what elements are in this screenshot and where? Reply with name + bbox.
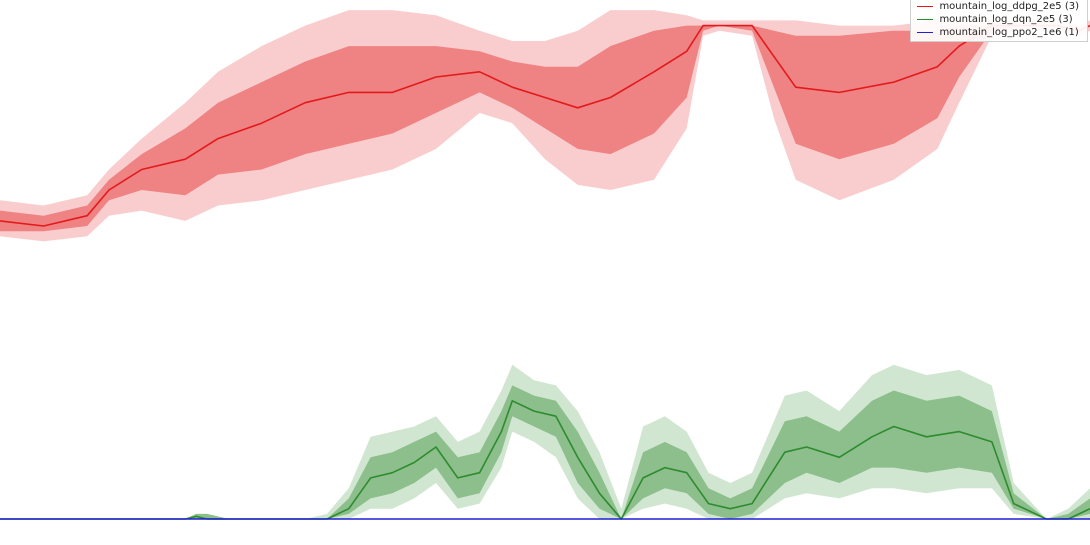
mean-lines xyxy=(0,24,1090,520)
legend-swatch-ppo xyxy=(917,32,934,33)
inner-band-dqn xyxy=(0,385,1090,519)
legend-item-dqn: mountain_log_dqn_2e5 (3) xyxy=(917,13,1079,26)
legend-swatch-dqn xyxy=(917,19,934,20)
legend-label-ddpg: mountain_log_ddpg_2e5 (3) xyxy=(939,1,1079,12)
legend-label-dqn: mountain_log_dqn_2e5 (3) xyxy=(939,14,1073,25)
outer-band-dqn xyxy=(0,364,1090,519)
legend-item-ppo: mountain_log_ppo2_1e6 (1) xyxy=(917,26,1079,39)
legend: mountain_log_ddpg_2e5 (3) mountain_log_d… xyxy=(910,0,1088,42)
outer-band-ddpg xyxy=(0,10,1090,242)
legend-label-ppo: mountain_log_ppo2_1e6 (1) xyxy=(939,27,1079,38)
inner-band-ddpg xyxy=(0,25,1090,232)
series-line-ddpg xyxy=(0,24,1090,227)
confidence-bands xyxy=(0,10,1090,519)
legend-swatch-ddpg xyxy=(917,6,934,7)
legend-item-ddpg: mountain_log_ddpg_2e5 (3) xyxy=(917,0,1079,13)
